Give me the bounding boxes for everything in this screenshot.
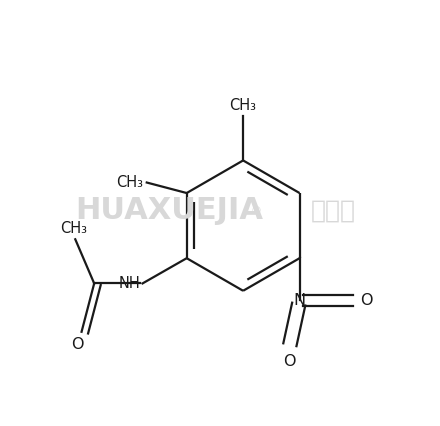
- Text: NH: NH: [119, 276, 140, 291]
- Text: ®: ®: [250, 206, 261, 216]
- Text: HUAXUEJIA: HUAXUEJIA: [76, 196, 264, 225]
- Text: CH₃: CH₃: [60, 221, 87, 236]
- Text: CH₃: CH₃: [117, 175, 143, 190]
- Text: CH₃: CH₃: [230, 98, 257, 113]
- Text: 化学加: 化学加: [311, 199, 356, 223]
- Text: O: O: [283, 354, 295, 368]
- Text: O: O: [71, 337, 84, 352]
- Text: O: O: [359, 293, 372, 308]
- Text: N: N: [293, 293, 306, 308]
